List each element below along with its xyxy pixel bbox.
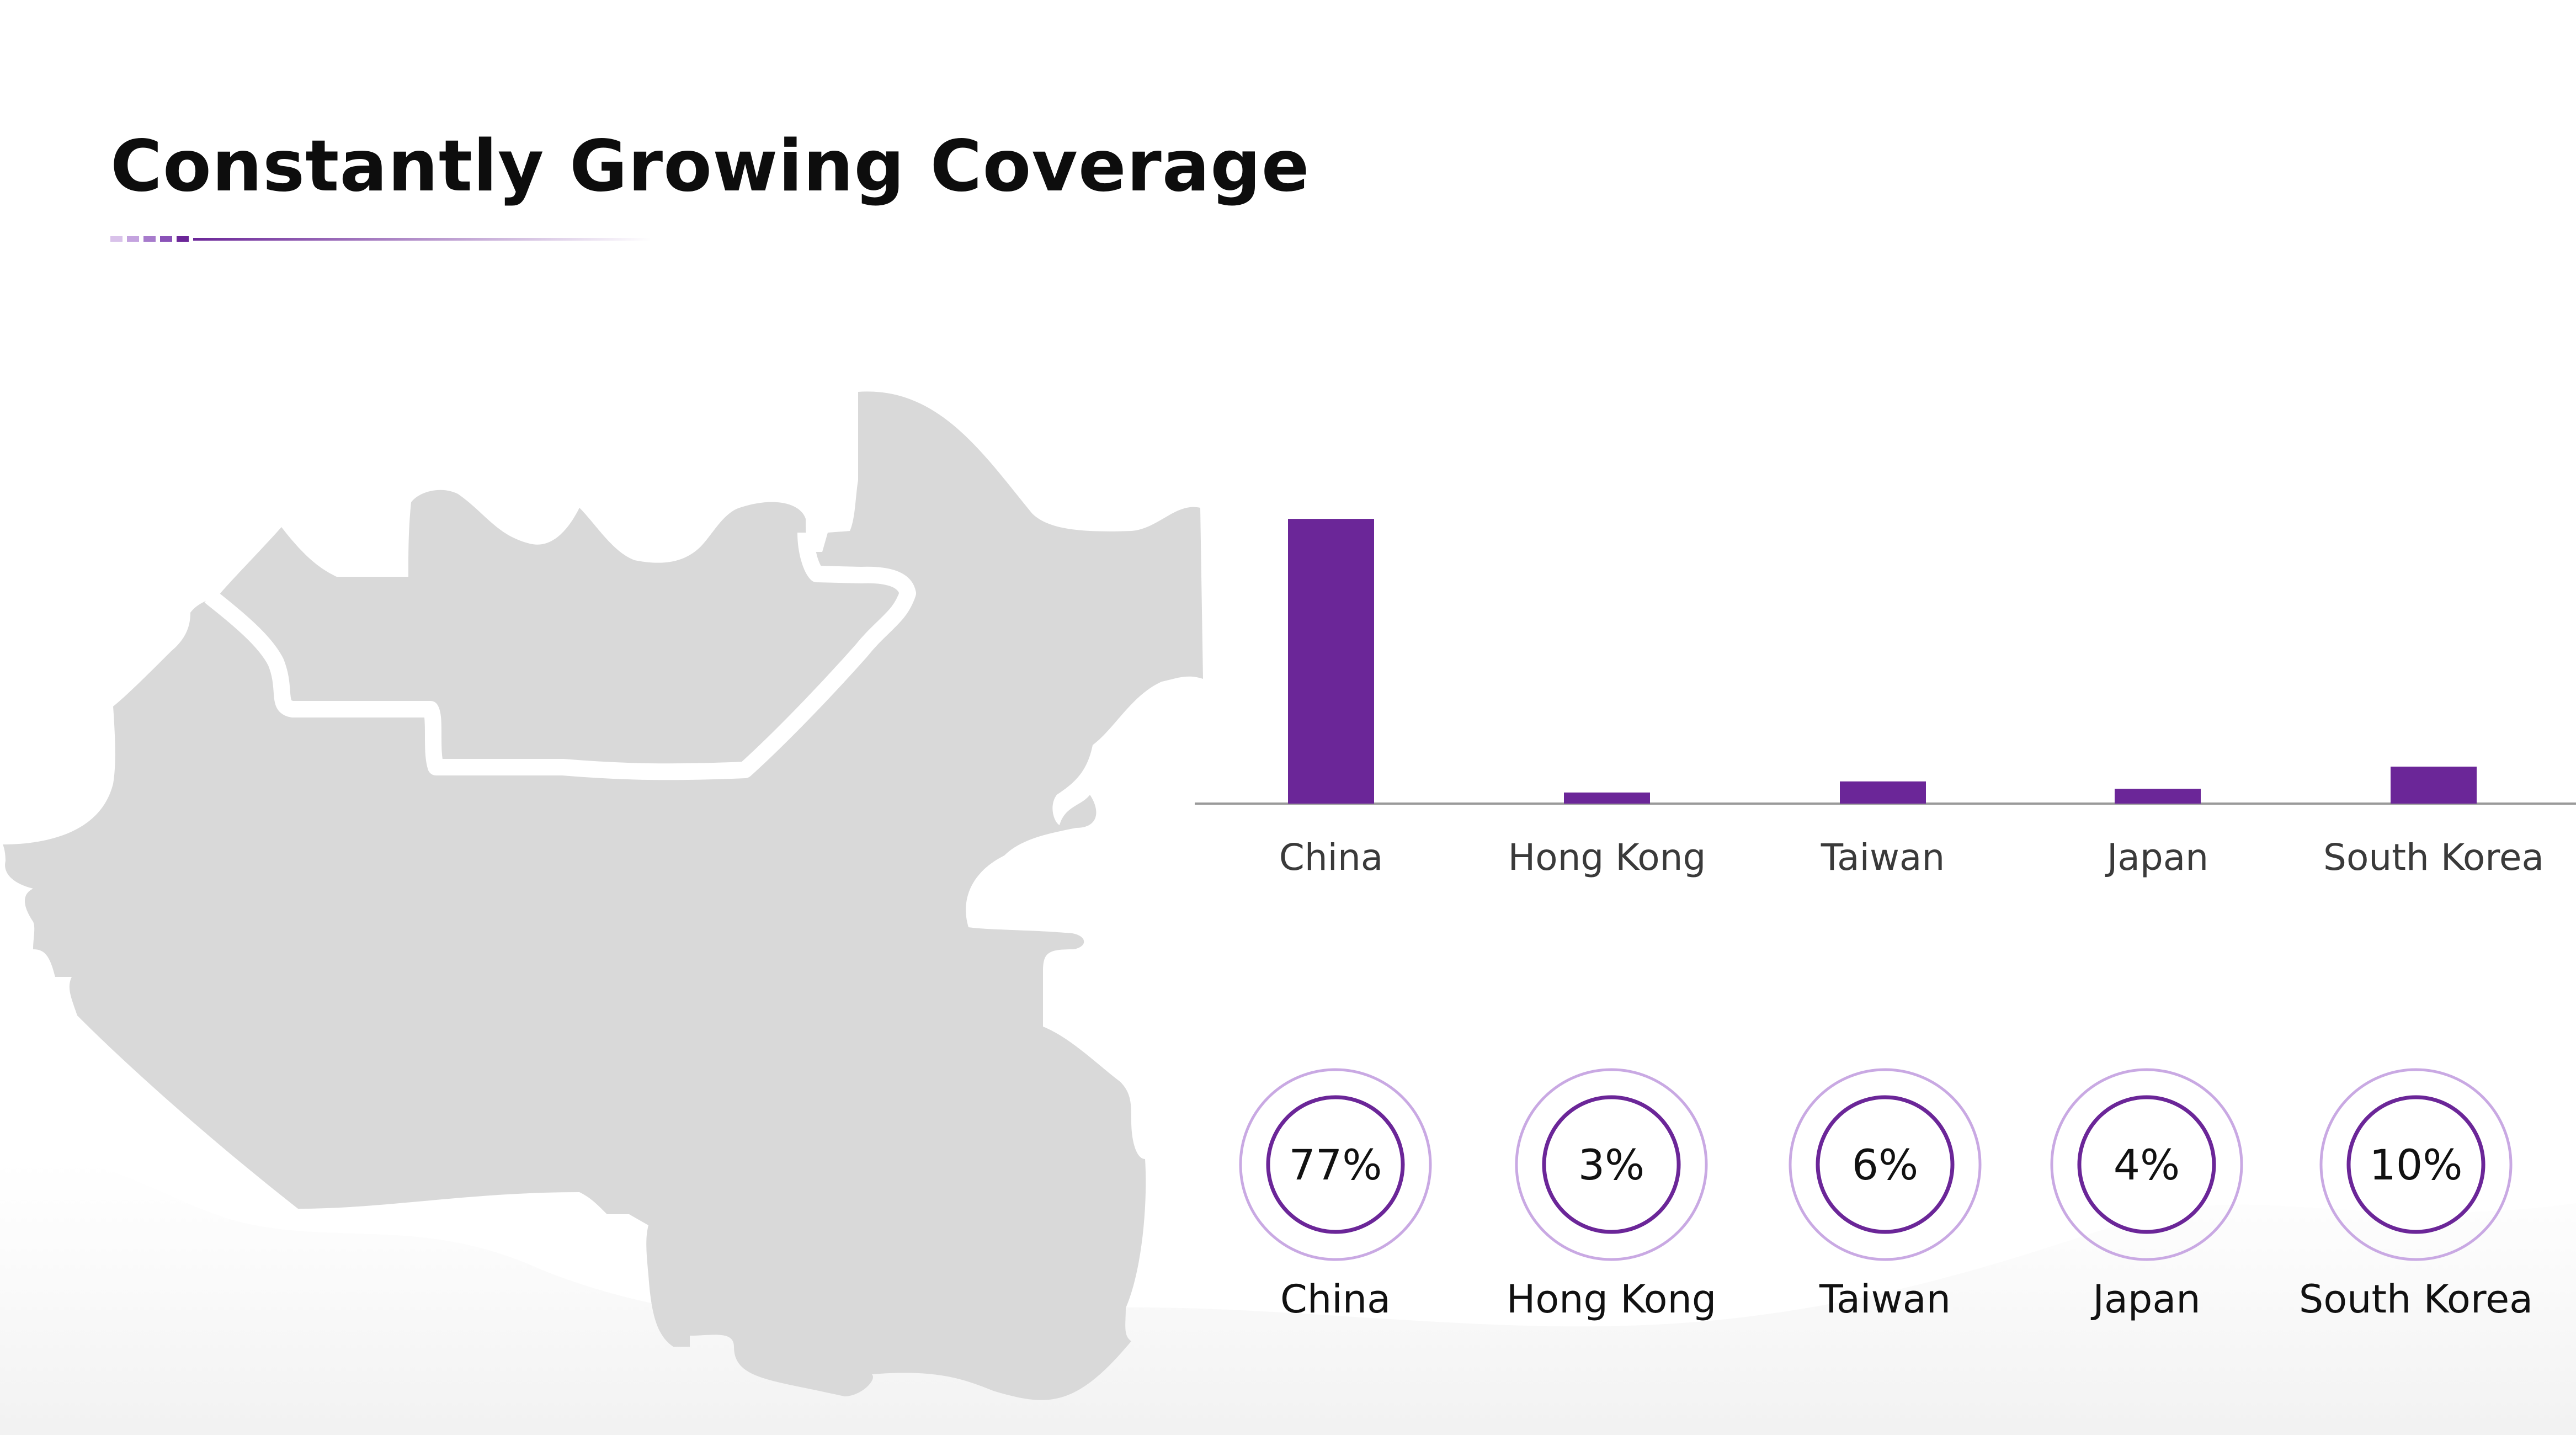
- ring-country-label: China: [1280, 1277, 1391, 1322]
- ring-outer-circle: [1789, 1068, 1982, 1261]
- ring-country-label: Hong Kong: [1507, 1277, 1717, 1322]
- ring-inner-circle: [2077, 1095, 2216, 1234]
- region-map: [3, 391, 1203, 1400]
- bar-south-korea: [2391, 767, 2477, 804]
- bar-china: [1288, 519, 1374, 804]
- ring-japan: 4% Japan: [2050, 1068, 2243, 1322]
- ring-taiwan: 6% Taiwan: [1789, 1068, 1982, 1322]
- coverage-percent-rings: 77% China 3% Hong Kong 6% Taiwan 4% Japan 10% Sou…: [1239, 1068, 2533, 1322]
- ring-hong-kong: 3% Hong Kong: [1507, 1068, 1717, 1322]
- ring-outer-circle: [1515, 1068, 1708, 1261]
- ring-outer-circle: [2050, 1068, 2243, 1261]
- bar-taiwan: [1840, 781, 1926, 804]
- ring-country-label: Taiwan: [1819, 1277, 1951, 1322]
- ring-south-korea: 10% South Korea: [2299, 1068, 2533, 1322]
- ring-country-label: Japan: [2090, 1277, 2200, 1322]
- bar-hong-kong: [1564, 792, 1650, 804]
- ring-outer-circle: [2319, 1068, 2513, 1261]
- title-underline: [110, 236, 651, 242]
- ring-inner-circle: [2346, 1095, 2485, 1234]
- ring-percent-value: 10%: [2370, 1140, 2463, 1189]
- x-tick-label: Hong Kong: [1508, 836, 1706, 879]
- ring-outer-circle: [1239, 1068, 1432, 1261]
- x-tick-label: China: [1279, 836, 1383, 879]
- bar-japan: [2115, 789, 2201, 804]
- map-landmass: [3, 391, 1203, 1400]
- ring-percent-value: 4%: [2114, 1140, 2180, 1189]
- x-tick-label: South Korea: [2323, 836, 2544, 879]
- page-title: Constantly Growing Coverage: [110, 125, 1310, 208]
- ring-inner-circle: [1542, 1095, 1681, 1234]
- coverage-bar-chart: China Hong Kong Taiwan Japan South Korea: [1195, 519, 2576, 879]
- ring-china: 77% China: [1239, 1068, 1432, 1322]
- ring-percent-value: 77%: [1289, 1140, 1382, 1189]
- ring-inner-circle: [1816, 1095, 1955, 1234]
- ring-country-label: South Korea: [2299, 1277, 2533, 1322]
- map-border: [204, 532, 916, 780]
- background-clouds: [0, 1160, 2576, 1435]
- x-tick-label: Japan: [2105, 836, 2208, 879]
- ring-percent-value: 6%: [1852, 1140, 1919, 1189]
- ring-inner-circle: [1266, 1095, 1405, 1234]
- ring-percent-value: 3%: [1578, 1140, 1645, 1189]
- x-tick-label: Taiwan: [1821, 836, 1945, 879]
